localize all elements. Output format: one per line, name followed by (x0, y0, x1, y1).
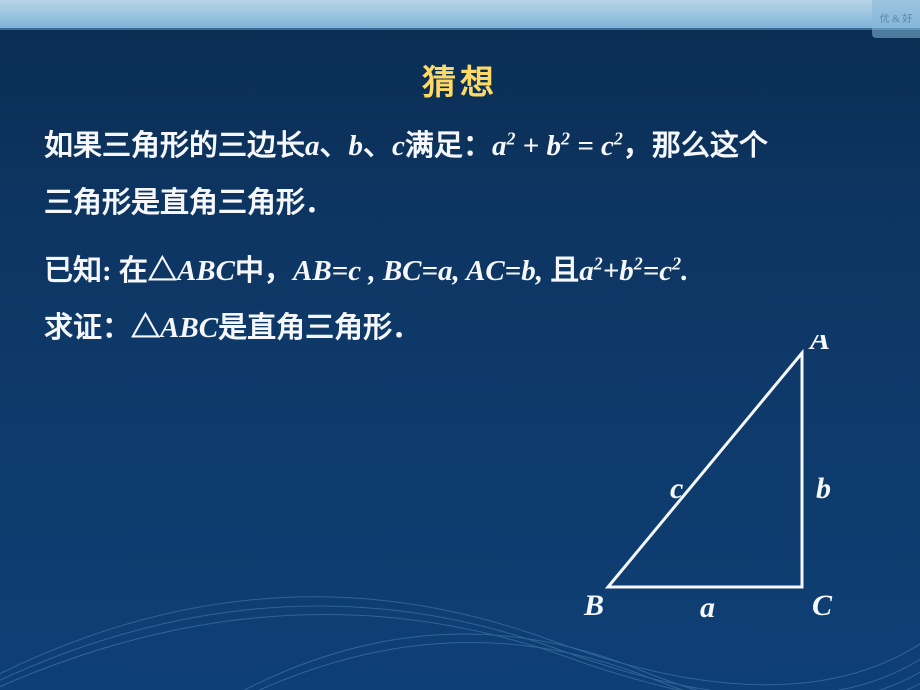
plus: + (603, 255, 620, 287)
comma: ， (623, 130, 652, 162)
sep: , (361, 255, 383, 287)
side-bc: BC (383, 255, 422, 287)
eq-c: =c (332, 255, 361, 287)
eq-c: c2 (601, 130, 623, 162)
watermark-badge: 优 & 好 (872, 0, 920, 38)
conjecture-line-1: 如果三角形的三边长a、b、c满足：a2 + b2 = c2，那么这个 (44, 118, 884, 175)
slide-title: 猜想 (0, 55, 920, 104)
period: . (681, 255, 688, 287)
eq: = (643, 255, 660, 287)
vertex-label-a: A (808, 335, 830, 356)
fml-c: c2 (659, 255, 681, 287)
eq-b: =b (505, 255, 536, 287)
side-ac: AC (466, 255, 505, 287)
vertex-label-b: B (583, 589, 604, 622)
tri-name: ABC (160, 312, 218, 344)
var-a: a (305, 130, 320, 162)
vertex-label-c: C (812, 589, 833, 622)
var-b: b (349, 130, 364, 162)
text: 满足： (405, 130, 492, 162)
triangle-svg: A B C a b c (560, 335, 870, 635)
sep: 、 (320, 130, 349, 162)
sep: 、 (363, 130, 392, 162)
fml-b: b2 (619, 255, 642, 287)
side-label-c: c (670, 472, 683, 505)
fml-a: a2 (579, 255, 602, 287)
plus: + (515, 130, 546, 162)
side-ab: AB (293, 255, 332, 287)
tri-name: ABC (177, 255, 235, 287)
conjecture-line-2: 三角形是直角三角形． (44, 175, 884, 232)
side-label-b: b (816, 472, 831, 505)
text: 如果三角形的三边长 (44, 130, 305, 162)
text: △ (131, 312, 160, 344)
sep: , (536, 255, 551, 287)
text: 在△ (112, 255, 177, 287)
given-line: 已知: 在△ABC中，AB=c , BC=a, AC=b, 且a2+b2=c2. (44, 243, 884, 300)
eq-a: a2 (492, 130, 515, 162)
text: 中， (235, 255, 293, 287)
eq: = (570, 130, 601, 162)
given-label: 已知: (44, 255, 112, 287)
slide: 优 & 好 猜想 如果三角形的三边长a、b、c满足：a2 + b2 = c2，那… (0, 0, 920, 690)
triangle-shape (608, 353, 802, 587)
sep: , (453, 255, 466, 287)
eq-a: =a (422, 255, 453, 287)
text: 是直角三角形． (218, 312, 421, 344)
triangle-figure: A B C a b c (560, 335, 870, 635)
eq-b: b2 (546, 130, 569, 162)
top-bar (0, 0, 920, 30)
var-c: c (392, 130, 405, 162)
prove-label: 求证： (44, 312, 131, 344)
text: 那么这个 (652, 130, 768, 162)
and: 且 (550, 255, 579, 287)
side-label-a: a (700, 591, 715, 624)
slide-body: 如果三角形的三边长a、b、c满足：a2 + b2 = c2，那么这个 三角形是直… (44, 118, 884, 356)
